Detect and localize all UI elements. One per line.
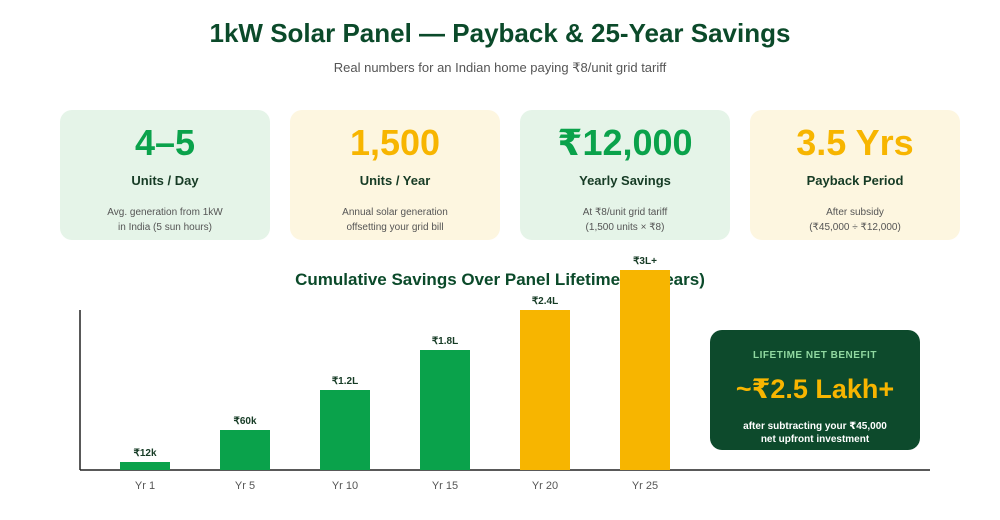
page-title: 1kW Solar Panel — Payback & 25-Year Savi… — [209, 18, 791, 48]
stat-note-line: Avg. generation from 1kW — [107, 207, 223, 218]
chart-title: Cumulative Savings Over Panel Lifetime (… — [295, 270, 705, 289]
lifetime-benefit-box: LIFETIME NET BENEFIT ~₹2.5 Lakh+ after s… — [710, 330, 920, 450]
x-tick-label: Yr 20 — [532, 480, 558, 492]
stat-note-line: Annual solar generation — [342, 207, 448, 218]
stat-card-units-day: 4–5 Units / Day Avg. generation from 1kW… — [60, 110, 270, 240]
stat-value: 1,500 — [349, 122, 441, 163]
bar-yr-25 — [620, 270, 670, 470]
bar-yr-1 — [120, 462, 170, 470]
stat-note: At ₹8/unit grid tariff (1,500 units × ₹8… — [530, 205, 720, 235]
stat-note-line: in India (5 sun hours) — [118, 222, 212, 233]
x-tick-label: Yr 25 — [632, 480, 658, 492]
stat-card-payback: 3.5 Yrs Payback Period After subsidy (₹4… — [750, 110, 960, 240]
bar-yr-5 — [220, 430, 270, 470]
stat-note-line: At ₹8/unit grid tariff — [582, 207, 668, 218]
benefit-subtext: after subtracting your ₹45,000 net upfro… — [725, 420, 905, 446]
stat-label: Units / Day — [131, 173, 199, 188]
bar-data-label: ₹3L+ — [633, 256, 657, 267]
page-subtitle: Real numbers for an Indian home paying ₹… — [333, 60, 667, 75]
x-tick-label: Yr 10 — [332, 480, 358, 492]
stat-card-yearly-savings: ₹12,000 Yearly Savings At ₹8/unit grid t… — [520, 110, 730, 240]
stat-note-line: offsetting your grid bill — [346, 222, 444, 233]
stat-label: Units / Year — [359, 173, 431, 188]
bar-data-label: ₹1.2L — [332, 376, 358, 387]
benefit-heading: LIFETIME NET BENEFIT — [753, 350, 877, 361]
stat-note-line: (₹45,000 ÷ ₹12,000) — [809, 222, 901, 233]
x-tick-label: Yr 5 — [235, 480, 255, 492]
stat-note: After subsidy (₹45,000 ÷ ₹12,000) — [760, 205, 950, 235]
stat-card-units-year: 1,500 Units / Year Annual solar generati… — [290, 110, 500, 240]
bar-data-label: ₹60k — [233, 416, 256, 427]
bar-yr-10 — [320, 390, 370, 470]
stat-note-line: (1,500 units × ₹8) — [585, 222, 665, 233]
stat-value: ₹12,000 — [557, 122, 693, 163]
stat-label: Yearly Savings — [579, 173, 671, 188]
bar-yr-20 — [520, 310, 570, 470]
benefit-sub-line: net upfront investment — [760, 434, 870, 445]
bar-yr-15 — [420, 350, 470, 470]
bar-data-label: ₹2.4L — [532, 296, 558, 307]
stat-value: 3.5 Yrs — [796, 122, 914, 163]
benefit-sub-line: after subtracting your ₹45,000 — [743, 421, 887, 432]
x-tick-label: Yr 15 — [432, 480, 458, 492]
stat-value: 4–5 — [134, 122, 196, 163]
bar-data-label: ₹1.8L — [432, 336, 458, 347]
stat-label: Payback Period — [806, 173, 904, 188]
stat-note: Avg. generation from 1kW in India (5 sun… — [70, 205, 260, 235]
stat-note: Annual solar generation offsetting your … — [300, 205, 490, 235]
benefit-value: ~₹2.5 Lakh+ — [735, 374, 895, 404]
x-tick-label: Yr 1 — [135, 480, 155, 492]
bar-data-label: ₹12k — [133, 448, 156, 459]
stat-note-line: After subsidy — [826, 207, 884, 218]
